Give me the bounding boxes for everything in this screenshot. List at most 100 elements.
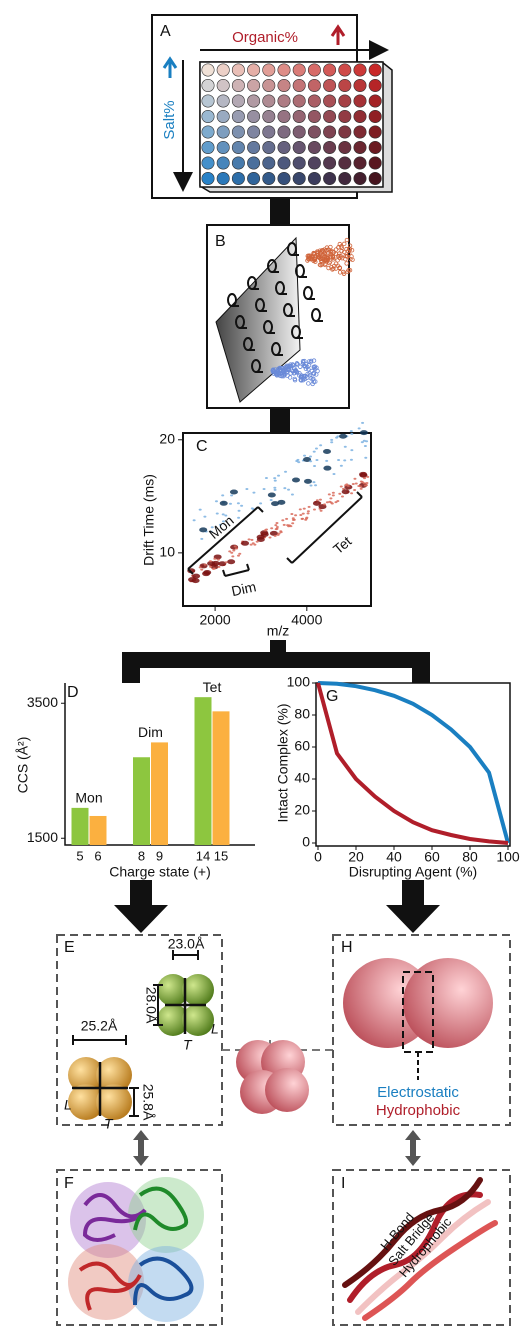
- signal: [232, 549, 236, 552]
- bar: [212, 711, 230, 845]
- well: [338, 141, 352, 155]
- signal: [350, 492, 354, 495]
- signal: [255, 540, 259, 543]
- double-arrow: [133, 1130, 149, 1166]
- signal: [312, 500, 321, 506]
- signal: [209, 565, 213, 568]
- well: [307, 172, 321, 186]
- well: [307, 79, 321, 93]
- double-arrow: [405, 1130, 421, 1166]
- signal: [203, 563, 207, 566]
- droplet: [344, 254, 350, 259]
- signal: [251, 542, 255, 545]
- signal: [203, 515, 207, 518]
- green-complex: [157, 974, 214, 1036]
- dimension-label: 25.8Å: [140, 1084, 156, 1121]
- axis-label: CCS (Å²): [15, 737, 31, 794]
- signal: [264, 477, 268, 480]
- dimension-label: 23.0Å: [168, 936, 205, 952]
- droplet: [325, 258, 330, 263]
- droplet: [337, 265, 342, 271]
- signal: [263, 529, 267, 532]
- line: [316, 682, 509, 845]
- signal: [344, 484, 348, 487]
- well: [277, 79, 291, 93]
- signal: [287, 524, 291, 527]
- well: [262, 156, 276, 170]
- well: [368, 172, 382, 186]
- signal: [297, 461, 301, 464]
- signal: [285, 517, 289, 520]
- well: [216, 156, 230, 170]
- well: [262, 172, 276, 186]
- droplet: [311, 364, 317, 370]
- droplet: [324, 247, 329, 253]
- bar: [151, 742, 168, 845]
- well: [307, 156, 321, 170]
- panel-frame: [332, 934, 511, 1126]
- signal: [309, 484, 313, 487]
- signal: [357, 427, 361, 430]
- bar: [194, 697, 212, 845]
- signal: [339, 464, 343, 467]
- droplet: [302, 364, 307, 369]
- signal: [329, 497, 333, 500]
- signal: [330, 441, 334, 444]
- arrow: [330, 24, 346, 45]
- signal: [210, 526, 214, 529]
- y-tick-label: 20: [159, 430, 175, 446]
- droplet: [305, 258, 310, 263]
- signal: [268, 536, 272, 539]
- well: [323, 125, 337, 139]
- droplet: [311, 371, 317, 377]
- droplet: [308, 360, 313, 365]
- signal: [312, 508, 316, 511]
- well: [201, 110, 215, 124]
- droplet: [314, 372, 319, 377]
- signal: [253, 543, 257, 546]
- signal: [365, 440, 369, 443]
- y-tick-label: 40: [294, 770, 310, 786]
- annotation: Dim: [230, 578, 258, 599]
- signal: [276, 533, 280, 536]
- well: [338, 110, 352, 124]
- signal: [353, 477, 357, 480]
- well: [323, 94, 337, 108]
- well: [231, 125, 245, 139]
- arrow: [162, 56, 178, 78]
- x-tick-label: 6: [94, 848, 101, 863]
- well: [292, 125, 306, 139]
- well: [292, 94, 306, 108]
- well: [201, 94, 215, 108]
- droplet: [344, 261, 349, 266]
- droplet: [341, 249, 347, 255]
- center-complex: [236, 1040, 309, 1114]
- signal: [218, 561, 227, 567]
- signal: [233, 545, 237, 548]
- axis-letter: T: [104, 1116, 114, 1132]
- signal: [238, 552, 242, 555]
- signal: [312, 450, 316, 453]
- panel-label: G: [326, 688, 338, 705]
- well: [307, 141, 321, 155]
- signal: [221, 513, 225, 516]
- signal: [359, 485, 363, 488]
- signal: [221, 520, 225, 523]
- droplet: [284, 367, 290, 373]
- signal: [338, 492, 342, 495]
- signal: [308, 455, 312, 458]
- droplet: [339, 245, 345, 250]
- well: [231, 156, 245, 170]
- y-tick-label: 0: [302, 834, 310, 850]
- well: [353, 172, 367, 186]
- dimension-label: 28.0Å: [143, 987, 159, 1024]
- panel-frame: [332, 1169, 511, 1326]
- signal: [247, 538, 251, 541]
- y-tick-label: 1500: [27, 829, 58, 845]
- signal: [209, 530, 213, 533]
- bracket: [222, 563, 250, 577]
- droplet: [307, 371, 312, 376]
- signal: [350, 432, 354, 435]
- droplet: [348, 256, 353, 262]
